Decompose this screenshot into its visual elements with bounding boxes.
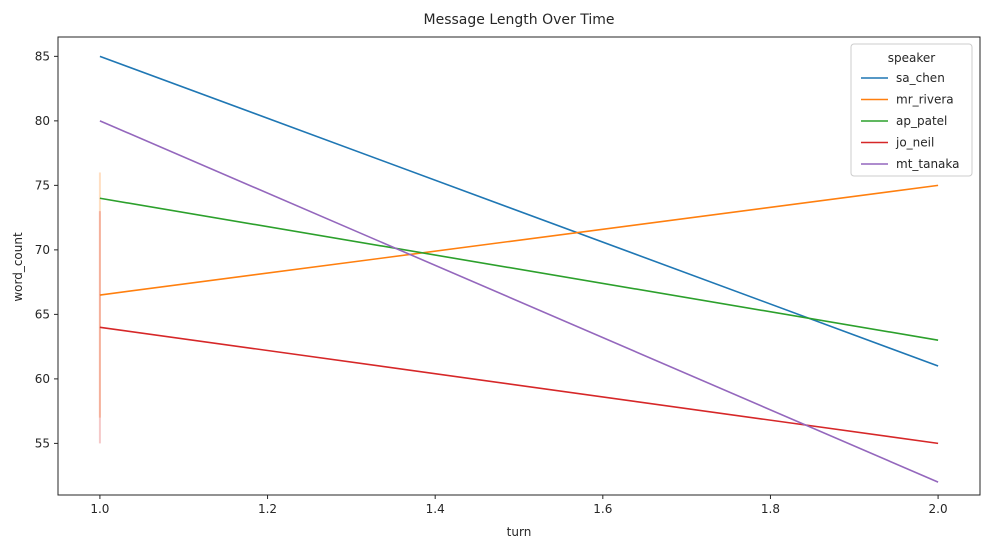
x-axis-ticks: 1.0 1.2 1.4 1.6 1.8 2.0 bbox=[90, 495, 948, 516]
x-tick-label: 2.0 bbox=[929, 502, 948, 516]
chart-title: Message Length Over Time bbox=[424, 12, 615, 28]
series-line-sa_chen bbox=[99, 55, 939, 367]
y-axis-label: word_count bbox=[11, 232, 25, 302]
y-tick-label: 80 bbox=[35, 114, 50, 128]
legend-label-mt_tanaka: mt_tanaka bbox=[896, 157, 960, 171]
series-line-jo_neil bbox=[99, 326, 939, 445]
series-line-mt_tanaka bbox=[99, 120, 939, 483]
y-tick-label: 60 bbox=[35, 372, 50, 386]
y-tick-label: 55 bbox=[35, 436, 50, 450]
legend-label-ap_patel: ap_patel bbox=[896, 114, 947, 128]
legend-title: speaker bbox=[888, 51, 936, 65]
y-tick-label: 85 bbox=[35, 49, 50, 63]
x-tick-label: 1.2 bbox=[258, 502, 277, 516]
x-tick-label: 1.0 bbox=[90, 502, 109, 516]
x-tick-label: 1.4 bbox=[426, 502, 445, 516]
x-tick-label: 1.6 bbox=[593, 502, 612, 516]
x-tick-label: 1.8 bbox=[761, 502, 780, 516]
y-axis-ticks: 55 60 65 70 75 80 85 bbox=[35, 49, 58, 450]
legend-label-sa_chen: sa_chen bbox=[896, 71, 945, 85]
confidence-bands bbox=[98, 172, 101, 444]
series-line-ap_patel bbox=[99, 197, 939, 341]
y-tick-label: 75 bbox=[35, 178, 50, 192]
series-lines bbox=[99, 55, 939, 483]
y-tick-label: 65 bbox=[35, 307, 50, 321]
x-axis-label: turn bbox=[507, 525, 532, 539]
plot-area-frame bbox=[57, 36, 981, 496]
legend: speaker sa_chen mr_rivera ap_patel jo_neilmt… bbox=[850, 43, 973, 177]
y-tick-label: 70 bbox=[35, 243, 50, 257]
legend-label-jo_neil: jo_neil bbox=[895, 136, 934, 150]
series-line-mr_rivera bbox=[99, 184, 939, 296]
legend-label-mr_rivera: mr_rivera bbox=[896, 93, 954, 107]
